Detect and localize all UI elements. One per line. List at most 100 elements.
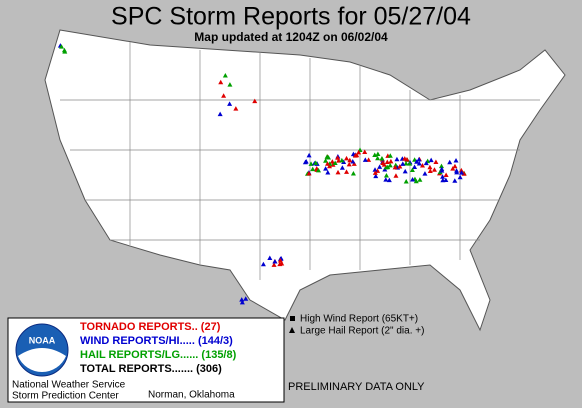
report-marker (325, 169, 331, 175)
report-marker (384, 159, 390, 164)
report-marker (416, 161, 422, 166)
report-marker (433, 159, 439, 165)
report-marker (422, 171, 428, 176)
legend-entry: TORNADO REPORTS.. (27) (80, 321, 221, 333)
report-marker (461, 171, 467, 176)
report-marker (458, 167, 464, 173)
report-marker (452, 178, 458, 183)
report-marker (394, 156, 400, 162)
report-marker (383, 177, 389, 182)
report-marker (438, 163, 444, 169)
report-marker (227, 101, 233, 106)
report-marker (260, 261, 266, 267)
high-wind-symbol (290, 316, 295, 321)
report-marker (403, 161, 409, 166)
report-marker (243, 296, 249, 301)
report-marker (397, 163, 403, 169)
report-marker (323, 158, 329, 163)
report-marker (310, 166, 316, 172)
report-marker (412, 164, 418, 170)
report-marker (417, 177, 423, 182)
report-marker (431, 167, 437, 172)
report-marker (351, 161, 357, 166)
report-marker (332, 160, 338, 166)
report-marker (217, 111, 223, 117)
report-marker (428, 157, 434, 163)
symbol-label: High Wind Report (65KT+) (300, 314, 418, 325)
report-marker (392, 164, 398, 170)
report-marker (457, 174, 463, 180)
report-marker (308, 161, 314, 166)
report-marker (329, 159, 335, 164)
report-marker (347, 157, 353, 163)
report-marker (403, 178, 409, 184)
note: PRELIMINARY DATA ONLY (288, 381, 425, 393)
report-marker (439, 168, 445, 173)
report-marker (323, 166, 329, 171)
report-marker (362, 149, 368, 154)
report-marker (410, 176, 416, 182)
report-marker (459, 170, 465, 175)
report-marker (381, 162, 387, 167)
report-marker (306, 152, 312, 158)
report-marker (335, 155, 341, 160)
report-marker (404, 157, 410, 162)
report-marker (218, 79, 224, 85)
report-marker (427, 164, 433, 170)
report-marker (61, 47, 67, 53)
report-marker (447, 159, 453, 165)
report-marker (452, 163, 458, 169)
report-marker (450, 166, 456, 171)
legend: TORNADO REPORTS.. (27) WIND REPORTS/HI...… (80, 321, 237, 375)
report-marker (346, 161, 352, 167)
report-marker (440, 177, 446, 183)
report-marker (222, 73, 228, 78)
report-marker (402, 168, 408, 174)
report-marker (372, 170, 378, 175)
title: SPC Storm Reports for 05/27/04 (111, 3, 471, 31)
report-marker (443, 177, 449, 182)
report-marker (221, 93, 227, 98)
large-hail-symbol (289, 327, 295, 333)
report-marker (316, 167, 322, 173)
noaa-logo-wave (18, 348, 66, 373)
report-marker (339, 165, 345, 170)
report-marker (453, 158, 459, 163)
report-marker (327, 163, 333, 169)
report-marker (344, 155, 350, 161)
report-marker (335, 169, 341, 175)
subtitle: Map updated at 1204Z on 06/02/04 (194, 30, 388, 44)
report-marker (383, 172, 389, 178)
legend-entry: TOTAL REPORTS....... (306) (80, 363, 222, 375)
report-marker (387, 153, 393, 158)
location: Norman, Oklahoma (148, 390, 235, 401)
report-marker (354, 152, 360, 158)
report-marker (400, 161, 406, 166)
report-marker (385, 164, 391, 170)
report-marker (271, 262, 277, 267)
report-marker (58, 44, 64, 49)
report-marker (377, 164, 383, 169)
report-marker (272, 259, 278, 264)
report-marker (372, 167, 378, 172)
report-marker (454, 169, 460, 175)
report-marker (339, 157, 345, 163)
report-marker (379, 155, 385, 161)
us-land (44, 29, 566, 332)
report-marker (362, 157, 368, 162)
report-marker (233, 106, 239, 111)
report-marker (239, 299, 245, 305)
report-marker (277, 261, 283, 267)
center: Storm Prediction Center (12, 391, 119, 402)
report-marker (386, 177, 392, 183)
report-marker (375, 155, 381, 161)
logo-text: NOAA (29, 335, 56, 345)
report-marker (267, 255, 273, 261)
report-marker (277, 258, 283, 263)
report-marker (344, 169, 350, 174)
report-marker (427, 168, 433, 173)
report-marker (393, 173, 399, 178)
report-marker (423, 160, 429, 166)
report-marker (414, 159, 420, 164)
